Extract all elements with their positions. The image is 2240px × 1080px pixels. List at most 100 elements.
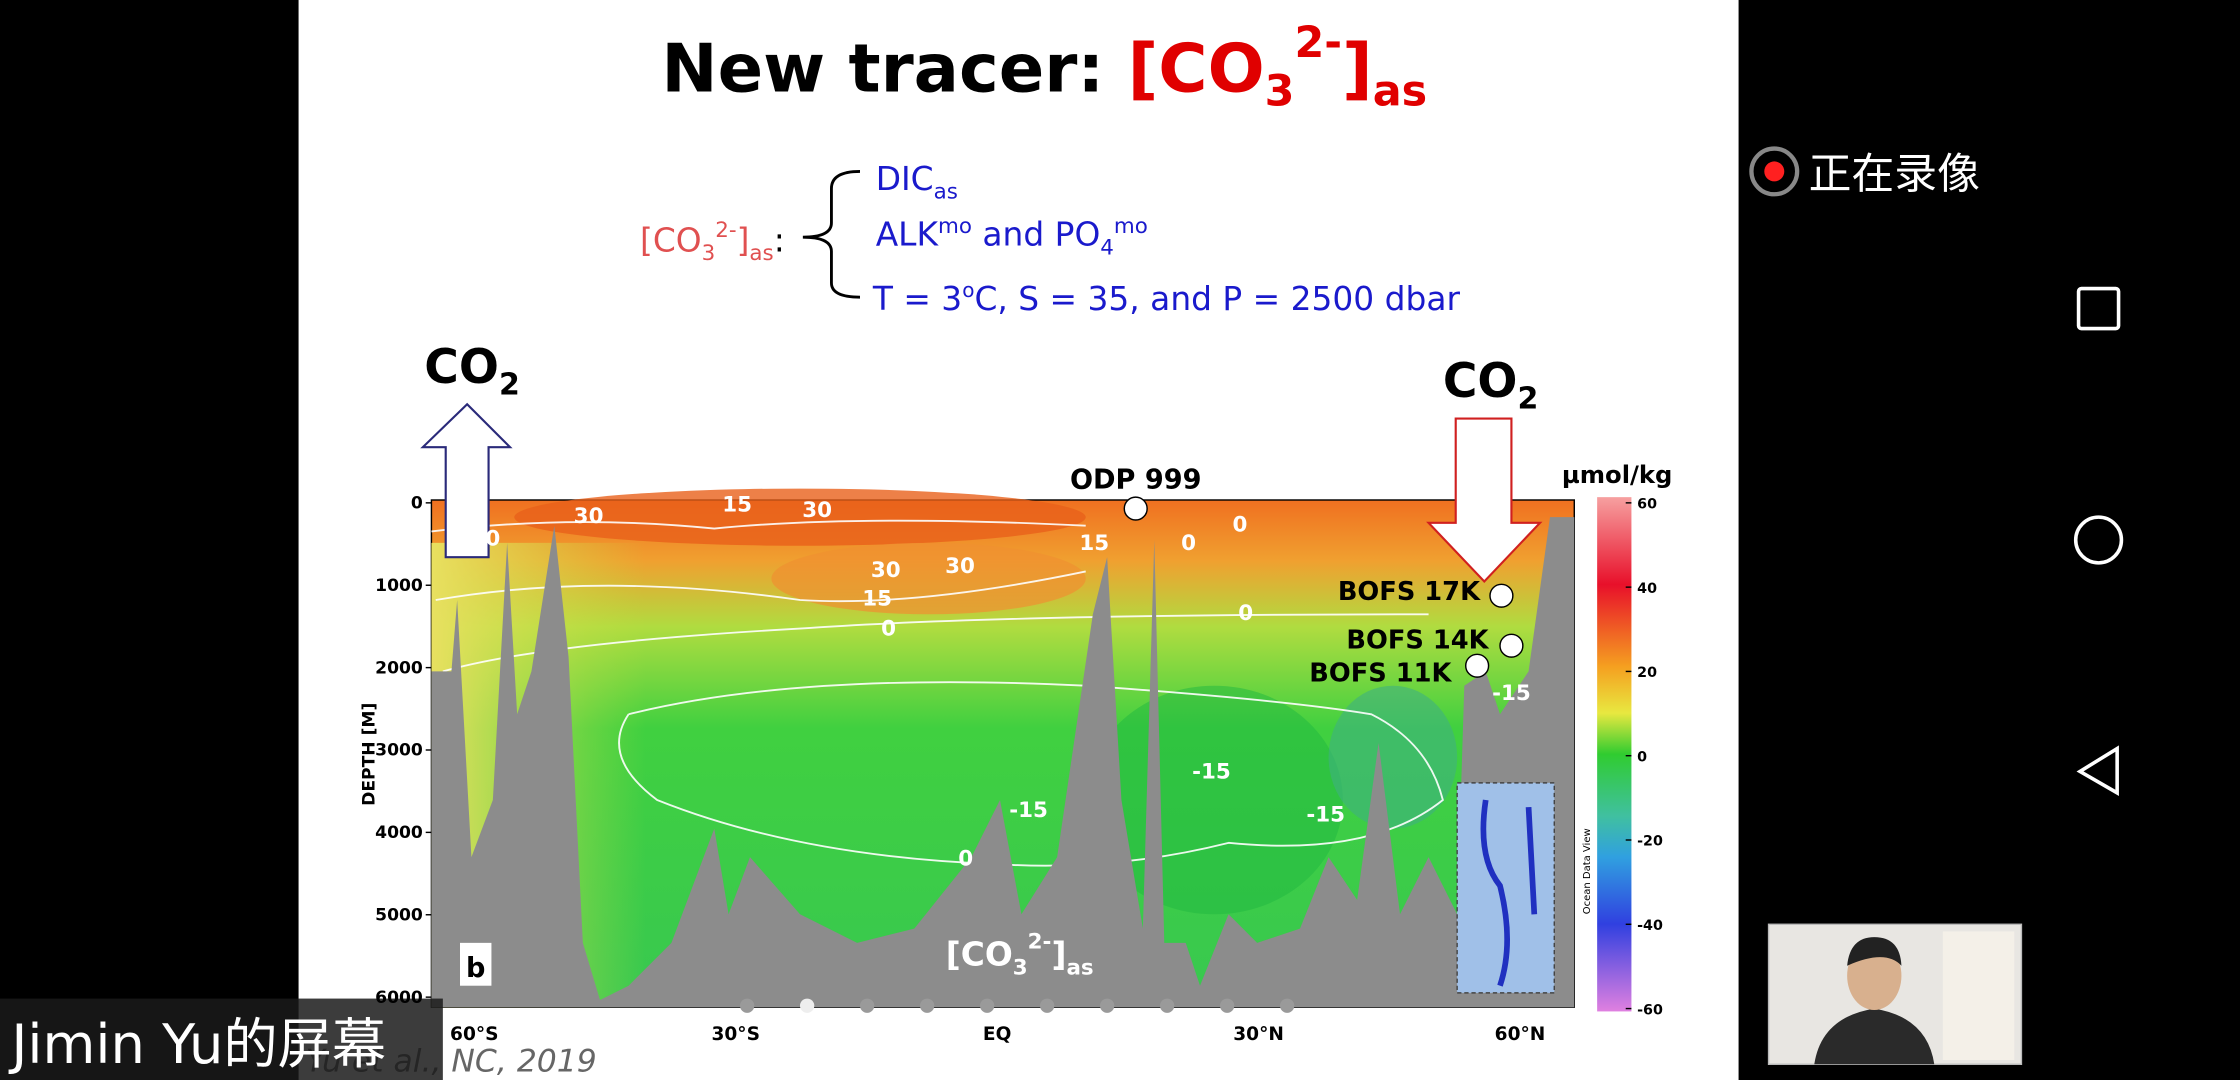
item-sup: mo xyxy=(1114,214,1148,239)
recents-button[interactable] xyxy=(2076,286,2121,331)
panel-box xyxy=(460,942,492,986)
site-label: ODP 999 xyxy=(1070,465,1202,496)
field-patch xyxy=(771,542,1086,615)
contour-label: 0 xyxy=(485,527,500,552)
field-patch xyxy=(514,488,1086,546)
site-label: BOFS 17K xyxy=(1338,577,1481,607)
y-tick-label: 6000 xyxy=(375,988,423,1008)
colorbar-tick-label: -60 xyxy=(1637,1002,1663,1018)
item: ALKmo and PO4mo xyxy=(876,214,1148,260)
owner-banner xyxy=(0,998,443,1080)
x-tick-label: 60°S xyxy=(450,1024,498,1045)
site-label: BOFS 14K xyxy=(1346,626,1489,656)
contour-label: -15 xyxy=(1492,681,1531,706)
page-dot xyxy=(1160,998,1175,1013)
contour-label: -15 xyxy=(1009,798,1048,823)
label-text: [CO xyxy=(946,936,1013,974)
item: T = 3oC, S = 35, and P = 2500 dbar xyxy=(872,278,1461,318)
co2-text: CO xyxy=(1443,354,1518,409)
lhs-subscript: as xyxy=(749,241,773,266)
definition-items: DICas ALKmo and PO4mo T = 3oC, S = 35, a… xyxy=(872,160,1461,318)
tracer-label: [CO32-]as xyxy=(946,930,1094,981)
page-dot xyxy=(860,998,875,1013)
item-sup: mo xyxy=(938,214,972,239)
y-axis-label: DEPTH [M] xyxy=(359,703,379,806)
contour-label: 30 xyxy=(802,498,832,523)
title-text: New tracer: xyxy=(661,29,1127,107)
co2-label: CO2 xyxy=(424,340,520,402)
y-tick-label: 3000 xyxy=(375,741,423,761)
page-dot xyxy=(920,998,935,1013)
item-text: T = 3 xyxy=(872,280,962,318)
title-tracer: [CO xyxy=(1128,29,1265,107)
contour-label: 30 xyxy=(871,558,901,583)
item-text: ALK xyxy=(876,216,940,254)
lhs-text: [CO xyxy=(640,221,702,259)
item-sub: as xyxy=(934,180,958,205)
label-close: ] xyxy=(1051,936,1066,974)
site-marker xyxy=(1499,633,1524,658)
contour-label: 15 xyxy=(862,587,892,612)
contour-label: 30 xyxy=(574,504,604,529)
y-tick-label: 5000 xyxy=(375,905,423,925)
record-indicator[interactable] xyxy=(1749,146,1800,197)
contour-label: 0 xyxy=(1181,531,1196,556)
colorbar-tick-label: -40 xyxy=(1637,918,1663,934)
label-sub: 3 xyxy=(1013,955,1028,980)
brace xyxy=(802,170,861,299)
page-dot xyxy=(1280,998,1295,1013)
label-subscript: as xyxy=(1066,955,1093,980)
lhs-sub: 3 xyxy=(702,241,716,266)
page-dot xyxy=(740,998,755,1013)
title-subscript: as xyxy=(1373,67,1427,117)
uptake-arrow xyxy=(1426,417,1543,583)
item-sub: 4 xyxy=(1100,235,1114,260)
label-sup: 2- xyxy=(1028,930,1052,955)
item-sup: o xyxy=(962,278,974,302)
lhs-colon: : xyxy=(774,221,785,259)
contour xyxy=(431,519,1086,533)
bathymetry xyxy=(431,517,1575,1008)
slide-title: New tracer: [CO32-]as xyxy=(661,18,1427,117)
item-text: DIC xyxy=(876,160,934,198)
page-dot xyxy=(800,998,815,1013)
outgas-arrow xyxy=(420,402,513,559)
title-close: ] xyxy=(1342,29,1373,107)
item: DICas xyxy=(876,160,958,205)
inset-credit: Ocean Data View xyxy=(1582,828,1593,914)
y-tick-label: 4000 xyxy=(375,823,423,843)
item-text: C, S = 35, and P = 2500 dbar xyxy=(974,280,1460,318)
colorbar-tick-label: 20 xyxy=(1637,665,1657,681)
contour-label: 0 xyxy=(1238,601,1253,626)
home-button[interactable] xyxy=(2073,515,2124,565)
co2-text: CO xyxy=(424,340,499,395)
page-dot xyxy=(1220,998,1235,1013)
colorbar-tick-label: 40 xyxy=(1637,581,1657,597)
page-dot xyxy=(1040,998,1055,1013)
y-tick-label: 0 xyxy=(411,494,423,514)
lhs-sup: 2- xyxy=(715,218,736,243)
field-patch xyxy=(1328,685,1458,829)
colorbar xyxy=(1597,497,1632,1012)
person-body xyxy=(1814,1008,1935,1065)
back-button[interactable] xyxy=(2076,745,2119,796)
x-tick-label: 30°S xyxy=(711,1024,759,1045)
page-dot xyxy=(1100,998,1115,1013)
contour-label: 15 xyxy=(722,492,752,517)
site-marker xyxy=(1123,496,1148,521)
title-sub: 3 xyxy=(1265,67,1295,117)
contour-label: 15 xyxy=(1079,531,1109,556)
y-tick-label: 2000 xyxy=(375,658,423,678)
contour xyxy=(435,570,1086,603)
record-dot xyxy=(1764,161,1785,182)
contour-label: 30 xyxy=(945,554,975,579)
x-tick-label: EQ xyxy=(983,1024,1011,1045)
co2-sub: 2 xyxy=(1518,382,1539,417)
sites: ODP 999 BOFS 17K BOFS 14K BOFS 11K xyxy=(1070,465,1524,688)
contour-label: 0 xyxy=(881,617,896,642)
x-tick-label: 60°N xyxy=(1495,1024,1546,1045)
lhs-close: ] xyxy=(737,221,750,259)
pagination xyxy=(740,998,1295,1013)
colorbar-unit: µmol/kg xyxy=(1562,460,1673,489)
